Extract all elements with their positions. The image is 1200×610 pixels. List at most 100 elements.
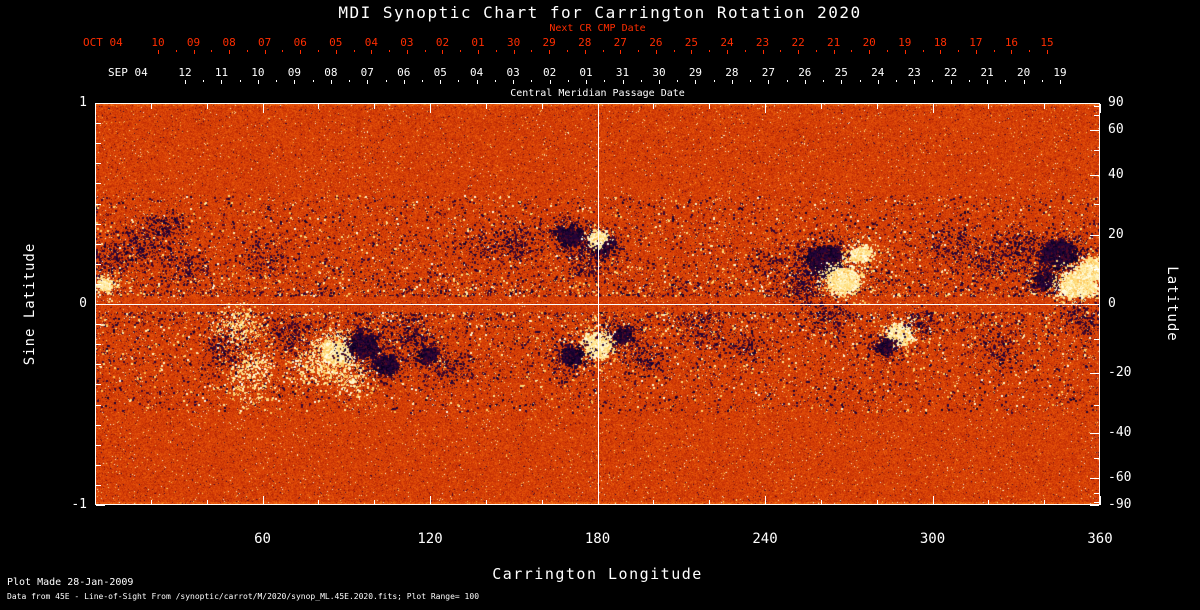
y-left-tick-label: 0 <box>79 296 87 311</box>
y-right-tick-label: 20 <box>1108 227 1124 243</box>
y-left-tick-mark <box>96 484 101 486</box>
x-tick-mark <box>150 500 152 505</box>
cmp-day-label: 01 <box>579 66 593 79</box>
cmp-tick-mark <box>367 80 369 84</box>
cmp-minor-tick <box>421 80 423 82</box>
next-cr-day-label: 30 <box>506 36 521 49</box>
x-tick-label: 240 <box>752 531 778 547</box>
cmp-day-label: 28 <box>725 66 739 79</box>
next-cr-day-label: 07 <box>258 36 272 49</box>
next-cr-tick-mark <box>371 50 373 54</box>
cmp-tick-mark <box>768 80 770 84</box>
cmp-minor-tick <box>823 80 825 82</box>
cmp-minor-tick <box>239 80 241 82</box>
cmp-minor-tick <box>640 80 642 82</box>
cmp-minor-tick <box>932 80 934 82</box>
y-right-tick-mark <box>1094 106 1099 108</box>
cmp-day-label: 20 <box>1016 66 1031 79</box>
cmp-day-label: 25 <box>834 66 848 79</box>
x-tick-mark <box>430 496 431 505</box>
next-cr-tick-mark <box>869 50 871 54</box>
next-cr-month-label: OCT 04 <box>83 36 123 49</box>
y-left-tick-label: -1 <box>71 497 87 512</box>
next-cr-tick-mark <box>300 50 302 54</box>
next-cr-tick-mark <box>193 50 195 54</box>
y-right-tick-mark <box>1090 103 1099 104</box>
next-cr-minor-tick <box>1029 50 1031 52</box>
next-cr-day-label: 19 <box>898 36 912 49</box>
cmp-tick-mark <box>257 80 259 84</box>
next-cr-minor-tick <box>709 50 711 52</box>
y-left-tick-mark <box>96 344 101 346</box>
cmp-tick-mark <box>185 80 186 84</box>
y-axis-title-left: Sine Latitude <box>22 242 38 366</box>
cmp-day-label: 05 <box>433 66 447 79</box>
next-cr-day-label: 18 <box>933 36 947 49</box>
next-cr-minor-tick <box>780 50 782 52</box>
next-cr-day-label: 10 <box>151 36 165 49</box>
cmp-day-label: 02 <box>542 66 557 79</box>
y-left-tick-mark <box>96 163 101 165</box>
cmp-tick-mark <box>330 80 332 84</box>
y-right-tick-mark <box>1090 235 1099 237</box>
cmp-tick-mark <box>513 80 515 84</box>
x-tick-mark <box>709 500 711 505</box>
cmp-day-label: 22 <box>944 66 958 79</box>
cmp-tick-mark <box>804 80 806 84</box>
next-cr-tick-mark <box>406 50 408 54</box>
cmp-day-label: 24 <box>871 66 885 79</box>
x-tick-mark <box>1100 496 1101 505</box>
x-tick-mark <box>541 500 543 505</box>
cmp-minor-tick <box>1041 80 1043 82</box>
y-right-tick-mark <box>1094 203 1099 205</box>
cmp-day-label: 26 <box>798 66 812 79</box>
next-cr-minor-tick <box>638 50 640 52</box>
next-cr-day-label: 26 <box>649 36 663 49</box>
cmp-minor-tick <box>458 80 460 82</box>
cmp-minor-tick <box>385 80 387 82</box>
next-cr-minor-tick <box>211 50 213 52</box>
next-cr-day-label: 21 <box>827 36 841 49</box>
next-cr-day-label: 02 <box>435 36 450 49</box>
x-tick-mark <box>653 104 655 109</box>
next-cr-minor-tick <box>815 50 817 52</box>
x-tick-mark <box>709 104 711 109</box>
next-cr-tick-mark <box>335 50 337 54</box>
next-cr-minor-tick <box>460 50 462 52</box>
cmp-tick-mark <box>731 80 733 84</box>
x-tick-mark <box>653 500 655 505</box>
x-tick-mark <box>1044 104 1046 109</box>
y-right-tick-mark <box>1094 404 1099 406</box>
x-tick-mark <box>485 500 487 505</box>
next-cr-day-label: 29 <box>542 36 556 49</box>
next-cr-day-label: 27 <box>613 36 627 49</box>
y-left-tick-mark <box>96 183 101 185</box>
cmp-tick-mark <box>622 80 624 84</box>
y-right-tick-label: 40 <box>1108 166 1124 182</box>
y-right-tick-mark <box>1090 505 1099 506</box>
x-tick-mark <box>318 500 320 505</box>
next-cr-day-label: 03 <box>400 36 414 49</box>
next-cr-tick-mark <box>833 50 835 54</box>
next-cr-minor-tick <box>993 50 995 52</box>
y-right-tick-mark <box>1094 150 1099 152</box>
x-tick-mark <box>485 104 487 109</box>
cmp-day-label: 03 <box>506 66 520 79</box>
cmp-tick-mark <box>841 80 843 84</box>
next-cr-minor-tick <box>389 50 391 52</box>
next-cr-tick-mark <box>975 50 977 54</box>
cmp-day-label: 29 <box>688 66 703 79</box>
next-cr-minor-tick <box>958 50 960 52</box>
cmp-minor-tick <box>713 80 715 82</box>
x-tick-mark <box>876 500 878 505</box>
cmp-tick-mark <box>294 80 296 84</box>
next-cr-tick-mark <box>798 50 800 54</box>
cmp-minor-tick <box>312 80 314 82</box>
y-left-tick-mark <box>96 404 101 406</box>
y-left-tick-mark <box>96 263 101 265</box>
x-tick-mark <box>374 500 376 505</box>
next-cr-tick-mark <box>762 50 764 54</box>
cmp-tick-mark <box>586 80 588 84</box>
x-tick-mark <box>206 104 208 109</box>
cmp-minor-tick <box>276 80 278 82</box>
